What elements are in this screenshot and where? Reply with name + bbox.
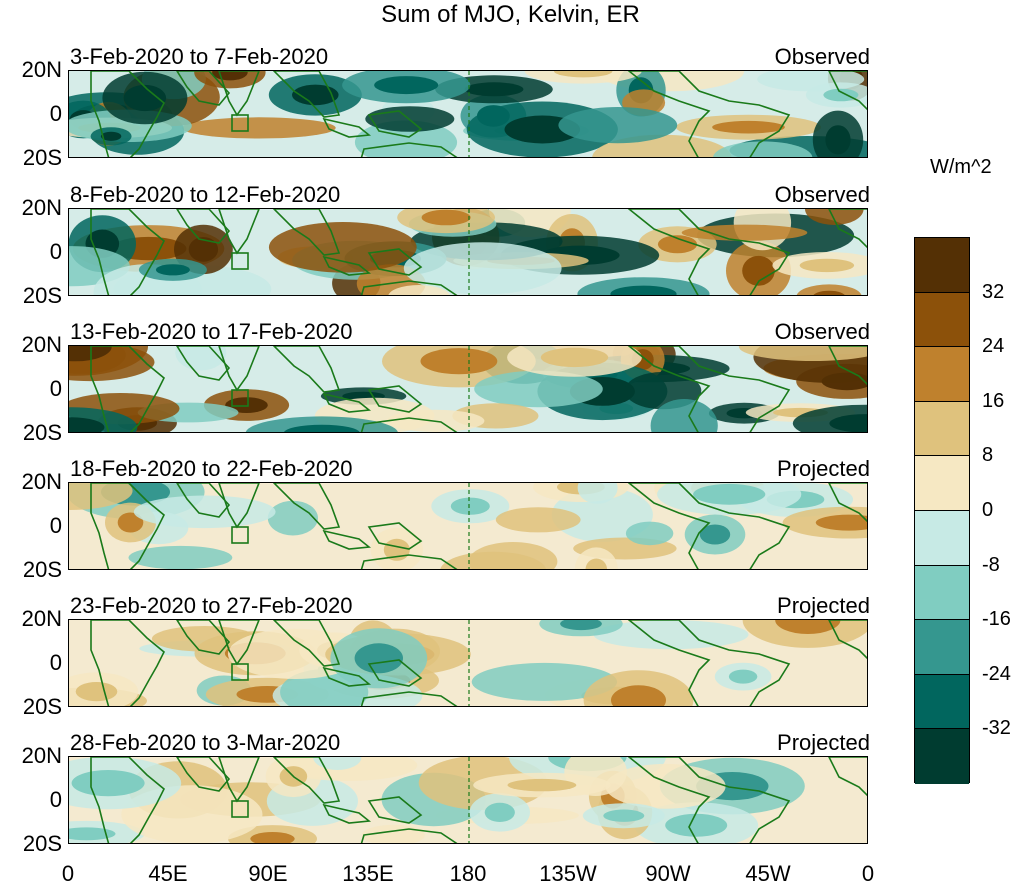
colorbar-swatch (915, 347, 969, 402)
lon-label: 135W (539, 861, 597, 886)
colorbar-label: -16 (982, 608, 1011, 631)
lon-label: 0 (861, 861, 875, 886)
lat-label: 0 (49, 101, 62, 126)
colorbar-label: 24 (982, 335, 1005, 358)
lat-label: 0 (49, 787, 62, 812)
colorbar (914, 237, 970, 784)
map-panel-1 (68, 70, 868, 158)
lat-label: 20S (22, 420, 62, 445)
anomaly-field (69, 620, 867, 706)
map-panel-2 (68, 208, 868, 296)
colorbar-label: -32 (982, 717, 1011, 740)
panel-status: Observed (774, 182, 870, 207)
colorbar-swatch (915, 292, 969, 348)
lon-label: 45E (148, 861, 188, 886)
lat-label: 20N (21, 57, 62, 82)
colorbar-swatch (915, 729, 969, 784)
panel-status: Observed (774, 44, 870, 69)
lat-label: 20N (21, 195, 62, 220)
lat-label: 0 (49, 376, 62, 401)
lon-label: 0 (61, 861, 75, 886)
map-panel-5 (68, 619, 868, 707)
lon-label: 90W (645, 861, 691, 886)
map-panel-4 (68, 482, 868, 570)
colorbar-swatch (915, 401, 969, 457)
panel-status: Projected (777, 456, 870, 481)
colorbar-swatch (915, 456, 969, 511)
lon-label: 180 (449, 861, 487, 886)
map-panel-6 (68, 756, 868, 844)
colorbar-swatch (915, 620, 969, 675)
panel-date-range: 13-Feb-2020 to 17-Feb-2020 (70, 319, 353, 344)
panel-status: Projected (777, 730, 870, 755)
panel-status: Observed (774, 319, 870, 344)
anomaly-field (69, 757, 867, 843)
lat-label: 20N (21, 743, 62, 768)
colorbar-label: 32 (982, 280, 1005, 303)
colorbar-label: 0 (982, 499, 994, 521)
panel-date-range: 18-Feb-2020 to 22-Feb-2020 (70, 456, 353, 481)
figure-title: Sum of MJO, Kelvin, ER (381, 1, 640, 28)
anomaly-field (69, 209, 867, 295)
panel-date-range: 28-Feb-2020 to 3-Mar-2020 (70, 730, 341, 755)
lat-label: 20N (21, 332, 62, 357)
anomaly-field (69, 346, 867, 432)
lat-label: 20N (21, 469, 62, 494)
colorbar-swatch (915, 238, 969, 293)
panel-date-range: 3-Feb-2020 to 7-Feb-2020 (70, 44, 329, 69)
lat-label: 20N (21, 606, 62, 631)
colorbar-label: 8 (982, 444, 994, 467)
lat-label: 0 (49, 650, 62, 675)
lat-label: 0 (49, 239, 62, 264)
lon-label: 90E (248, 861, 288, 886)
lat-label: 20S (22, 557, 62, 582)
anomaly-field (69, 483, 867, 569)
lon-label: 135E (342, 861, 394, 886)
colorbar-swatch (915, 674, 969, 730)
colorbar-label: -24 (982, 662, 1011, 685)
anomaly-field (69, 71, 867, 157)
colorbar-swatch (915, 565, 969, 621)
lat-label: 0 (49, 513, 62, 538)
lat-label: 20S (22, 283, 62, 308)
colorbar-label: -8 (982, 553, 1000, 576)
lon-label: 45W (745, 861, 791, 886)
panel-date-range: 23-Feb-2020 to 27-Feb-2020 (70, 593, 353, 618)
lat-label: 20S (22, 145, 62, 170)
colorbar-swatch (915, 510, 969, 566)
colorbar-label: 16 (982, 389, 1005, 412)
panel-date-range: 8-Feb-2020 to 12-Feb-2020 (70, 182, 341, 207)
colorbar-units: W/m^2 (930, 156, 992, 178)
map-panel-3 (68, 345, 868, 433)
lat-label: 20S (22, 694, 62, 719)
lat-label: 20S (22, 831, 62, 856)
panel-status: Projected (777, 593, 870, 618)
